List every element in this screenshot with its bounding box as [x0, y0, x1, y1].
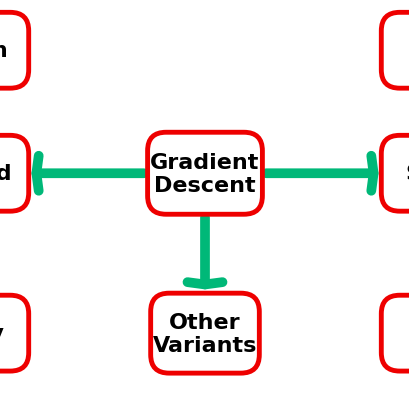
FancyBboxPatch shape	[0, 136, 29, 212]
FancyBboxPatch shape	[380, 136, 409, 212]
Text: ated: ated	[0, 164, 12, 184]
FancyBboxPatch shape	[0, 13, 29, 89]
FancyBboxPatch shape	[151, 294, 259, 373]
Text: Other
Variants: Other Variants	[153, 312, 256, 355]
FancyBboxPatch shape	[0, 295, 29, 371]
Text: tum: tum	[0, 41, 9, 61]
FancyBboxPatch shape	[147, 133, 262, 215]
FancyBboxPatch shape	[380, 13, 409, 89]
Text: Gradient
Descent: Gradient Descent	[150, 152, 259, 196]
FancyBboxPatch shape	[380, 295, 409, 371]
Text: rov: rov	[0, 324, 4, 343]
Text: Sto: Sto	[405, 164, 409, 184]
